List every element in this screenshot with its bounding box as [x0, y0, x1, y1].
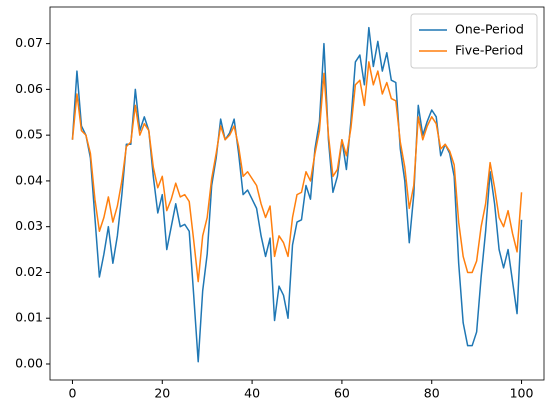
x-tick-label: 60 — [334, 386, 350, 401]
x-tick-label: 0 — [68, 386, 76, 401]
y-tick-label: 0.01 — [15, 310, 43, 325]
y-tick-label: 0.00 — [15, 355, 43, 370]
legend-box — [410, 13, 538, 69]
y-tick-label: 0.04 — [15, 172, 43, 187]
x-tick-label: 40 — [244, 386, 260, 401]
plot-frame — [49, 6, 545, 381]
y-tick-label: 0.07 — [15, 35, 43, 50]
y-tick-label: 0.05 — [15, 127, 43, 142]
x-tick-label: 80 — [424, 386, 440, 401]
series-line — [71, 61, 523, 283]
y-tick-label: 0.06 — [15, 81, 43, 96]
legend-label: One-Period — [455, 22, 524, 37]
x-tick-label: 20 — [154, 386, 170, 401]
y-tick-label: 0.02 — [15, 264, 43, 279]
x-tick-label: 100 — [510, 386, 534, 401]
y-tick-label: 0.03 — [15, 218, 43, 233]
legend-label: Five-Period — [455, 43, 523, 58]
